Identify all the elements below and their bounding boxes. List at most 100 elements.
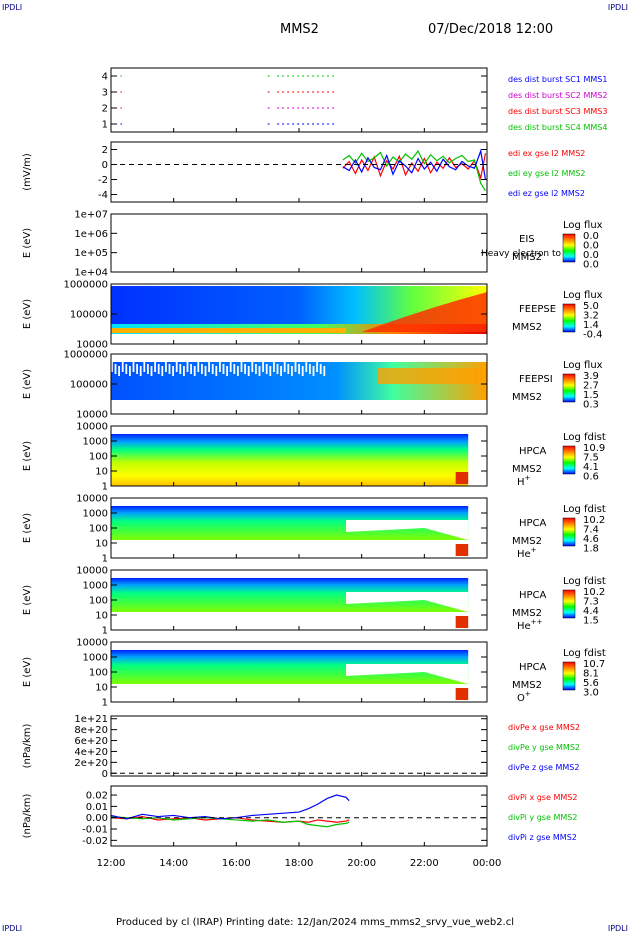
edi-series-2 (342, 148, 487, 180)
hpca_h-colorbar-tick-0: 10.9 (583, 443, 605, 454)
feepsi-noise-37 (244, 364, 246, 374)
footer-credit: Produced by cl (IRAP) Printing date: 12/… (115, 917, 515, 928)
feepsi-label-sc: MMS2 (512, 392, 542, 403)
hpca_o-species: O+ (517, 690, 531, 704)
hpca_o-colorbar-tick-0: 10.7 (583, 659, 605, 670)
divpe-legend-1: divPe y gse MMS2 (508, 743, 580, 752)
burst-ytick-label-1: 2 (102, 104, 108, 115)
hpca_hepp-colorbar-tick-2: 4.4 (583, 606, 599, 617)
feepsi-noise-22 (190, 364, 192, 374)
feepsi-noise-43 (265, 364, 268, 374)
hpca_h-label-instrument: HPCA (519, 446, 547, 457)
burst-legend-3: des dist burst SC4 MMS4 (508, 123, 607, 132)
hpca_o-ytick-label-3: 1000 (83, 653, 108, 664)
eis-ytick-label-2: 1e+06 (74, 229, 108, 240)
feepsi-noise-58 (319, 364, 322, 374)
divpe-ytick-label-3: 6e+20 (74, 736, 108, 747)
feepsi-noise-17 (172, 366, 174, 376)
feepse-ytick-label-1: 100000 (70, 310, 108, 321)
hpca_hepp-label-sc: MMS2 (512, 608, 542, 619)
panel-edi: -4 -2 0 2 (mV/m) edi ex gse l2 MMS2 edi ey gse… (22, 141, 586, 203)
hpca_hepp-species: He++ (517, 618, 543, 632)
divpi-ytick-label-1: -0.01 (82, 825, 108, 836)
feepsi-noise-6 (132, 362, 135, 372)
xaxis-label-5: 22:00 (410, 858, 439, 869)
eis-colorbar-tick-1: 0.0 (583, 241, 599, 252)
hpca_he-ylabel: E (eV) (22, 513, 33, 543)
burst-legend-2: des dist burst SC3 MMS3 (508, 107, 607, 116)
xaxis-label-0: 12:00 (97, 858, 126, 869)
hpca_h-colorbar-tick-1: 7.5 (583, 453, 599, 464)
corner-label-left: IPDLI (2, 3, 23, 12)
feepse-ylabel: E (eV) (22, 299, 33, 329)
feepsi-noise-24 (197, 362, 200, 372)
hpca_h-label-sc: MMS2 (512, 464, 542, 475)
feepse-ytick-label-0: 10000 (76, 340, 108, 351)
hpca_he-colorbar-tick-3: 1.8 (583, 544, 599, 555)
hpca_h-spectrum (111, 434, 469, 486)
feepsi-noise-8 (139, 366, 142, 376)
divpe-legend-2: divPe z gse MMS2 (508, 763, 579, 772)
hpca_o-colorbar (562, 661, 576, 691)
hpca_h-ytick-label-3: 1000 (83, 437, 108, 448)
feepsi-noise-20 (183, 366, 185, 376)
divpi-ytick-label-2: 0.00 (86, 813, 108, 824)
divpi-ytick-label-3: 0.01 (86, 802, 108, 813)
feepsi-label-instrument: FEEPSI (519, 374, 553, 385)
hpca_o-ytick-label-2: 100 (89, 668, 108, 679)
hpca_o-ytick-label-4: 10000 (76, 638, 108, 649)
eis-colorbar (562, 233, 576, 263)
hpca_o-hotspot (455, 688, 469, 700)
feepsi-ytick-label-0: 10000 (76, 410, 108, 421)
hpca_h-colorbar (562, 445, 576, 475)
feepsi-noise-50 (291, 366, 293, 376)
hpca_h-ytick-label-0: 1 (102, 482, 108, 493)
hpca_hepp-ytick-label-2: 100 (89, 596, 108, 607)
edi-ylabel: (mV/m) (22, 153, 33, 191)
hpca_hepp-ytick-label-3: 1000 (83, 581, 108, 592)
feepsi-noise-19 (179, 364, 182, 374)
spacecraft-title: MMS2 (280, 22, 319, 37)
hpca_he-ytick-label-1: 10 (95, 539, 108, 550)
xaxis-label-2: 16:00 (222, 858, 251, 869)
panel-feepsi: 10000 100000 1000000 E (eV) FEEPSI MMS2 Log fl… (22, 350, 603, 421)
hpca_h-hotspot (455, 472, 469, 484)
feepsi-noise-56 (312, 366, 315, 376)
feepsi-noise-5 (129, 366, 131, 376)
feepsi-noise-33 (229, 362, 232, 372)
hpca_hepp-colorbar-title: Log fdist (563, 576, 606, 587)
divpe-ylabel: (nPa/km) (22, 724, 33, 769)
feepsi-noise-7 (136, 364, 138, 374)
feepse-colorbar (562, 303, 576, 333)
hpca_h-ytick-label-1: 10 (95, 467, 108, 478)
divpi-legend-1: divPi y gse MMS2 (508, 813, 577, 822)
feepsi-noise-10 (147, 364, 149, 374)
feepsi-noise-45 (273, 362, 275, 372)
feepsi-noise-54 (305, 362, 308, 372)
hpca_hepp-label-instrument: HPCA (519, 590, 547, 601)
eis-ylabel: E (eV) (22, 228, 33, 258)
hpca_o-ytick-label-1: 10 (95, 683, 108, 694)
eis-colorbar-tick-0: 0.0 (583, 231, 599, 242)
feepsi-noise-35 (237, 366, 239, 376)
hpca_o-colorbar-tick-3: 3.0 (583, 688, 599, 699)
xaxis-label-3: 18:00 (285, 858, 314, 869)
xaxis-label-1: 14:00 (159, 858, 188, 869)
eis-colorbar-tick-2: 0.0 (583, 250, 599, 261)
feepsi-noise-55 (309, 364, 311, 374)
feepsi-noise-44 (269, 366, 272, 376)
hpca_h-ylabel: E (eV) (22, 441, 33, 471)
hpca_o-colorbar-title: Log fdist (563, 648, 606, 659)
hpca_hepp-hotspot (455, 616, 469, 628)
eis-colorbar-title: Log flux (563, 220, 603, 231)
hpca_he-hotspot (455, 544, 469, 556)
feepsi-noise-21 (186, 362, 189, 372)
hpca_he-colorbar-tick-1: 7.4 (583, 525, 599, 536)
feepsi-noise-16 (168, 364, 171, 374)
feepsi-noise-46 (276, 364, 279, 374)
